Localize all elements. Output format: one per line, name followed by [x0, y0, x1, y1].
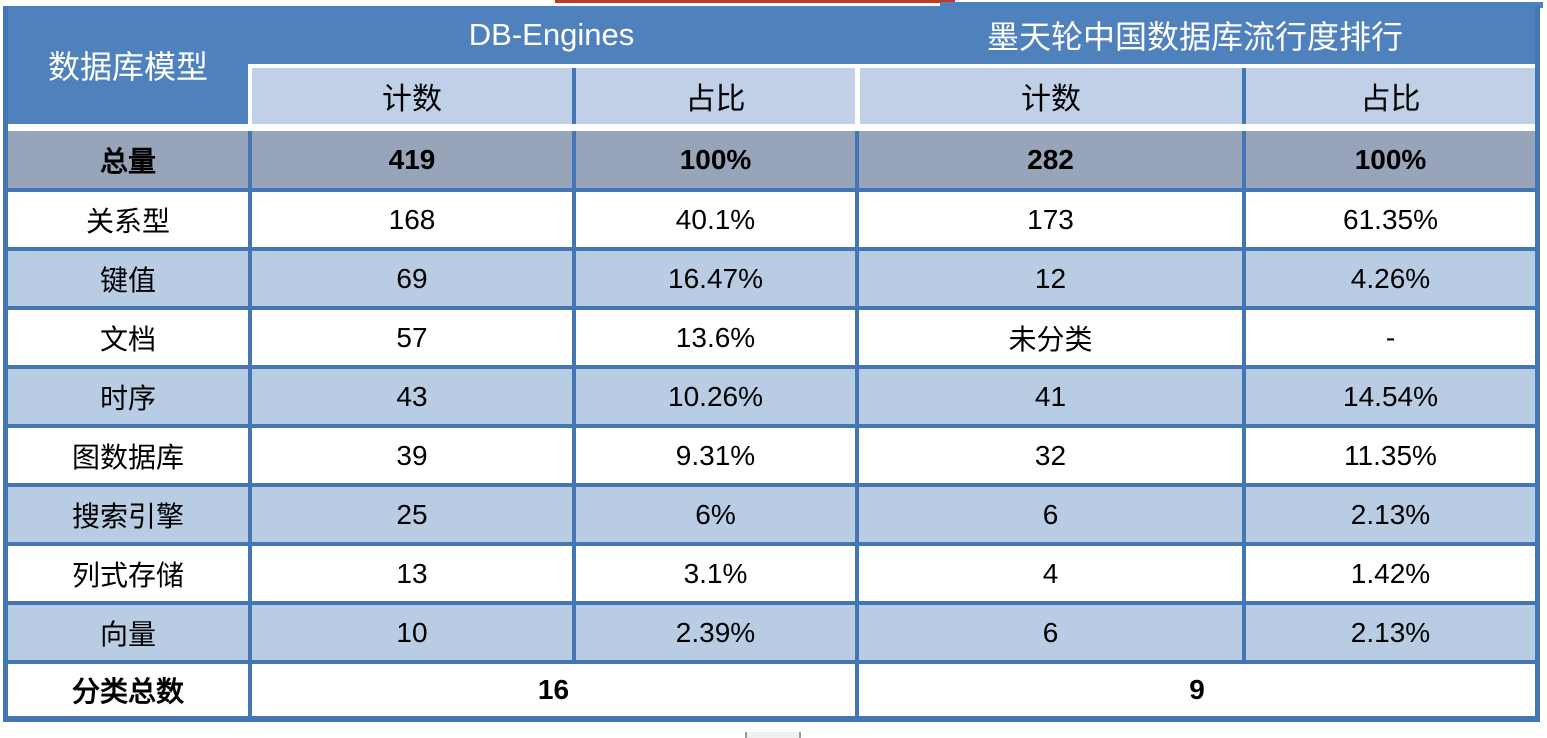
cell-value: 39: [248, 428, 572, 483]
cell-value: 6%: [572, 487, 855, 542]
cell-value: 168: [248, 192, 572, 247]
header-top-edge-decoration: [940, 2, 1543, 8]
table-row-document: 文档 57 13.6% 未分类 -: [8, 306, 1535, 365]
table-row-time-series: 时序 43 10.26% 41 14.54%: [8, 365, 1535, 424]
bottom-cell-fragment: [745, 732, 801, 738]
table-header: 数据库模型 DB-Engines 墨天轮中国数据库流行度排行 计数 占比 计数 …: [8, 6, 1535, 124]
cell-value: 69: [248, 251, 572, 306]
header-body-separator: [8, 124, 1535, 131]
subheader-db-engines-share: 占比: [572, 68, 855, 124]
cell-value: 2.39%: [572, 605, 855, 660]
cell-value: 16.47%: [572, 251, 855, 306]
table-row-columnar: 列式存储 13 3.1% 4 1.42%: [8, 542, 1535, 601]
cell-value: 100%: [572, 131, 855, 188]
cell-value: 419: [248, 131, 572, 188]
table-row-relational: 关系型 168 40.1% 173 61.35%: [8, 188, 1535, 247]
table-row-category-total: 分类总数 16 9: [8, 660, 1535, 716]
cell-value: 1.42%: [1242, 546, 1535, 601]
cell-value-modb-categories: 9: [855, 664, 1535, 716]
cell-value: 32: [855, 428, 1242, 483]
cell-value: 100%: [1242, 131, 1535, 188]
cell-value: 4.26%: [1242, 251, 1535, 306]
table-row-graph: 图数据库 39 9.31% 32 11.35%: [8, 424, 1535, 483]
cell-value: 43: [248, 369, 572, 424]
cell-value-db-engines-categories: 16: [248, 664, 855, 716]
row-label: 分类总数: [71, 676, 184, 707]
header-group-db-engines: DB-Engines: [248, 6, 855, 64]
table-row-key-value: 键值 69 16.47% 12 4.26%: [8, 247, 1535, 306]
row-label: 图数据库: [71, 441, 184, 473]
cell-value: 4: [855, 546, 1242, 601]
cell-value: 10: [248, 605, 572, 660]
header-group-modb-ranking: 墨天轮中国数据库流行度排行: [855, 6, 1535, 64]
cell-value: 9.31%: [572, 428, 855, 483]
cell-value: 41: [855, 369, 1242, 424]
table-row-total: 总量 419 100% 282 100%: [8, 131, 1535, 188]
table-row-search-engine: 搜索引擎 25 6% 6 2.13%: [8, 483, 1535, 542]
cell-value: 25: [248, 487, 572, 542]
cell-value: 61.35%: [1242, 192, 1535, 247]
cell-value: -: [1242, 310, 1535, 365]
cell-value: 11.35%: [1242, 428, 1535, 483]
cell-value: 13.6%: [572, 310, 855, 365]
cell-value: 3.1%: [572, 546, 855, 601]
top-red-line-decoration: [555, 0, 955, 3]
cell-value: 57: [248, 310, 572, 365]
subheader-modb-count: 计数: [855, 68, 1242, 124]
cell-value: 12: [855, 251, 1242, 306]
row-label: 关系型: [85, 205, 170, 237]
subheader-db-engines-count: 计数: [248, 68, 572, 124]
cell-value: 2.13%: [1242, 605, 1535, 660]
cell-value: 40.1%: [572, 192, 855, 247]
row-label: 向量: [99, 618, 156, 650]
row-label: 列式存储: [71, 559, 184, 591]
cell-value: 10.26%: [572, 369, 855, 424]
cell-value: 14.54%: [1242, 369, 1535, 424]
table-row-vector: 向量 10 2.39% 6 2.13%: [8, 601, 1535, 660]
row-label: 时序: [99, 382, 156, 414]
subheader-modb-share: 占比: [1242, 68, 1535, 124]
cell-value: 6: [855, 605, 1242, 660]
cell-value: 未分类: [855, 310, 1242, 365]
row-label: 搜索引擎: [71, 500, 184, 532]
row-label: 总量: [99, 145, 156, 177]
header-cell-database-model: 数据库模型: [8, 6, 248, 124]
cell-value: 13: [248, 546, 572, 601]
cell-value: 2.13%: [1242, 487, 1535, 542]
cell-value: 6: [855, 487, 1242, 542]
cell-value: 173: [855, 192, 1242, 247]
row-label: 文档: [99, 323, 156, 355]
database-model-comparison-table: 数据库模型 DB-Engines 墨天轮中国数据库流行度排行 计数 占比 计数 …: [3, 6, 1540, 722]
cell-value: 282: [855, 131, 1242, 188]
row-label: 键值: [99, 264, 156, 296]
